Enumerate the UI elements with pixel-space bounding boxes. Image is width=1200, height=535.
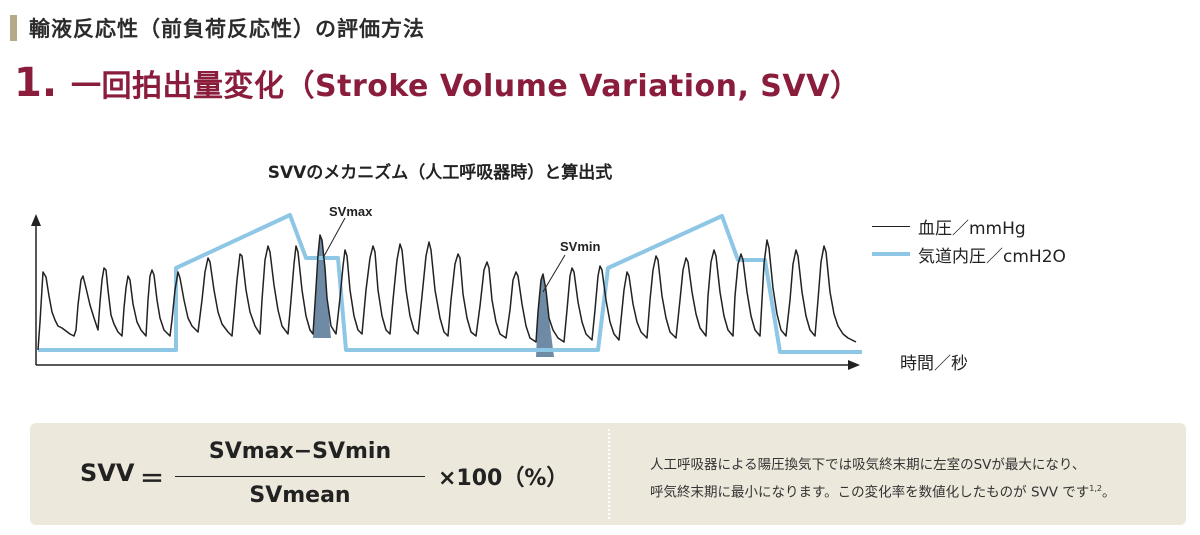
legend-swatch-blood-pressure <box>872 225 910 227</box>
legend-swatch-airway-pressure <box>872 252 910 256</box>
legend-label-blood-pressure: 血圧／mmHg <box>918 218 1026 239</box>
blood-pressure-line <box>37 234 857 351</box>
svmax-label: SVmax <box>329 204 373 219</box>
svv-mechanism-diagram: SVmax SVmin <box>31 204 862 370</box>
svmax-leader <box>322 217 346 259</box>
section-header: 輸液反応性（前負荷反応性）の評価方法 <box>10 14 425 42</box>
svv-formula: SVV ＝ SVmax−SVmin SVmean ×100（%） <box>30 423 608 525</box>
formula-lhs: SVV <box>80 459 135 487</box>
svmin-area <box>536 274 554 357</box>
airway-pressure-line <box>38 213 862 354</box>
svmax-area <box>313 235 331 338</box>
formula-panel: SVV ＝ SVmax−SVmin SVmean ×100（%） 人工呼吸器によ… <box>30 423 1186 525</box>
note-reference: 1,2 <box>1089 484 1103 493</box>
heading-dot: . <box>41 60 58 106</box>
fraction-bar <box>175 476 425 477</box>
note-line-1: 人工呼吸器による陽圧換気下では吸気終末期に左室のSVが最大になり、 <box>650 457 1086 473</box>
heading-number: 1 <box>14 60 42 106</box>
section-title: 輸液反応性（前負荷反応性）の評価方法 <box>29 17 425 41</box>
formula-explanation: 人工呼吸器による陽圧換気下では吸気終末期に左室のSVが最大になり、 呼気終末期に… <box>650 453 1190 505</box>
section-accent-bar <box>10 15 17 41</box>
formula-numerator: SVmax−SVmin <box>208 439 392 464</box>
chart-legend: 血圧／mmHg 気道内圧／cmH2O <box>872 212 1066 268</box>
panel-divider <box>608 429 610 519</box>
y-axis-arrow <box>31 214 41 226</box>
x-axis-arrow <box>848 360 860 370</box>
formula-equals: ＝ <box>140 465 164 493</box>
legend-item-airway-pressure: 気道内圧／cmH2O <box>872 240 1066 268</box>
formula-denominator: SVmean <box>249 483 351 508</box>
legend-label-airway-pressure: 気道内圧／cmH2O <box>918 246 1066 267</box>
svmin-leader <box>542 254 566 293</box>
formula-multiplier: ×100（%） <box>438 466 569 491</box>
svmin-label: SVmin <box>560 239 601 254</box>
page-heading: 1 . 一回拍出量変化（Stroke Volume Variation, SVV… <box>14 60 860 106</box>
x-axis-label: 時間／秒 <box>900 354 968 374</box>
diagram-title: SVVのメカニズム（人工呼吸器時）と算出式 <box>267 163 613 183</box>
note-line-2: 呼気終末期に最小になります。この変化率を数値化したものが SVV です <box>650 484 1090 501</box>
legend-item-blood-pressure: 血圧／mmHg <box>872 212 1066 240</box>
heading-text: 一回拍出量変化（Stroke Volume Variation, SVV） <box>71 69 861 104</box>
note-end: 。 <box>1102 484 1116 501</box>
